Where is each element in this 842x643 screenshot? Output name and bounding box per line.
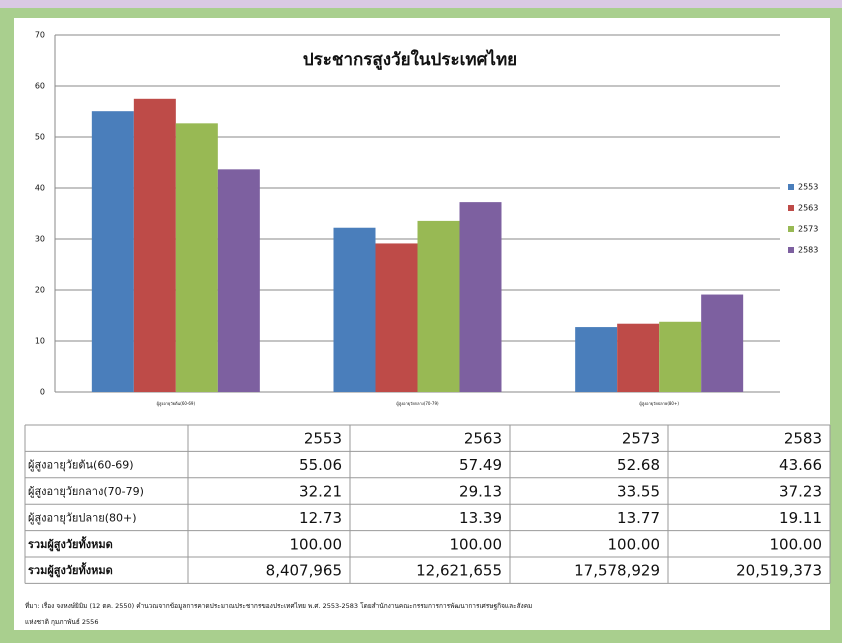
table-cell: 57.49 — [459, 456, 502, 474]
legend-swatch — [788, 226, 794, 232]
legend-label: 2583 — [798, 246, 818, 255]
source-note: แห่งชาติ กุมภาพันธ์ 2556 — [25, 618, 98, 626]
bar — [333, 227, 376, 392]
table-cell: 32.21 — [299, 483, 342, 501]
bar — [175, 123, 218, 392]
table-cell: 55.06 — [299, 456, 342, 474]
table-cell: 13.39 — [459, 509, 502, 527]
table-row-label: ผู้สูงอายุวัยกลาง(70-79) — [28, 485, 144, 498]
bar — [91, 111, 134, 392]
y-tick-label: 0 — [40, 388, 45, 397]
legend-label: 2573 — [798, 225, 818, 234]
bar — [701, 294, 744, 392]
legend-swatch — [788, 205, 794, 211]
table-row-label: ผู้สูงอายุวัยปลาย(80+) — [28, 511, 137, 524]
legend-swatch — [788, 184, 794, 190]
x-tick-label: ผู้สูงอายุวัยปลาย(80+) — [639, 401, 679, 407]
table-cell: 12.73 — [299, 509, 342, 527]
top-strip — [0, 0, 842, 8]
bar — [459, 202, 502, 392]
table-cell: 29.13 — [459, 483, 502, 501]
y-tick-label: 50 — [35, 133, 45, 142]
table-cell: 12,621,655 — [416, 562, 502, 580]
bar — [133, 98, 176, 393]
bar — [659, 321, 702, 392]
table-cell: 37.23 — [779, 483, 822, 501]
legend-label: 2553 — [798, 183, 818, 192]
bar — [375, 243, 418, 392]
table-cell: 52.68 — [617, 456, 660, 474]
x-tick-label: ผู้สูงอายุวัยกลาง(70-79) — [396, 401, 439, 407]
y-tick-label: 30 — [35, 235, 45, 244]
y-tick-label: 10 — [35, 337, 45, 346]
table-cell: 13.77 — [617, 509, 660, 527]
legend-label: 2563 — [798, 204, 818, 213]
table-cell: 100.00 — [450, 535, 503, 553]
table-cell: 100.00 — [290, 535, 343, 553]
chart-title: ประชากรสูงวัยในประเทศไทย — [303, 49, 517, 71]
table-cell: 43.66 — [779, 456, 822, 474]
table-cell: 20,519,373 — [736, 562, 822, 580]
table-header: 2563 — [464, 430, 502, 448]
table-cell: 8,407,965 — [266, 562, 342, 580]
table-header: 2573 — [622, 430, 660, 448]
table-row-label: รวมผู้สูงวัยทั้งหมด — [28, 562, 113, 578]
table-header: 2553 — [304, 430, 342, 448]
x-tick-label: ผู้สูงอายุวัยต้น(60-69) — [157, 401, 196, 407]
y-tick-label: 70 — [35, 31, 45, 40]
table-cell: 100.00 — [770, 535, 823, 553]
table-header: 2583 — [784, 430, 822, 448]
bar — [217, 169, 260, 392]
y-tick-label: 20 — [35, 286, 45, 295]
bar — [417, 220, 460, 392]
source-note: ที่มา: เรื่อง จงหงษ์ยิมิม (12 ตค. 2550) … — [25, 601, 532, 610]
y-tick-label: 40 — [35, 184, 45, 193]
y-tick-label: 60 — [35, 82, 45, 91]
legend-swatch — [788, 247, 794, 253]
bar — [575, 327, 618, 392]
bar — [617, 323, 660, 392]
table-cell: 19.11 — [779, 509, 822, 527]
table-cell: 100.00 — [608, 535, 661, 553]
table-cell: 17,578,929 — [574, 562, 660, 580]
table-cell: 33.55 — [617, 483, 660, 501]
table-row-label: รวมผู้สูงวัยทั้งหมด — [28, 536, 113, 552]
table-row-label: ผู้สูงอายุวัยต้น(60-69) — [28, 459, 134, 472]
